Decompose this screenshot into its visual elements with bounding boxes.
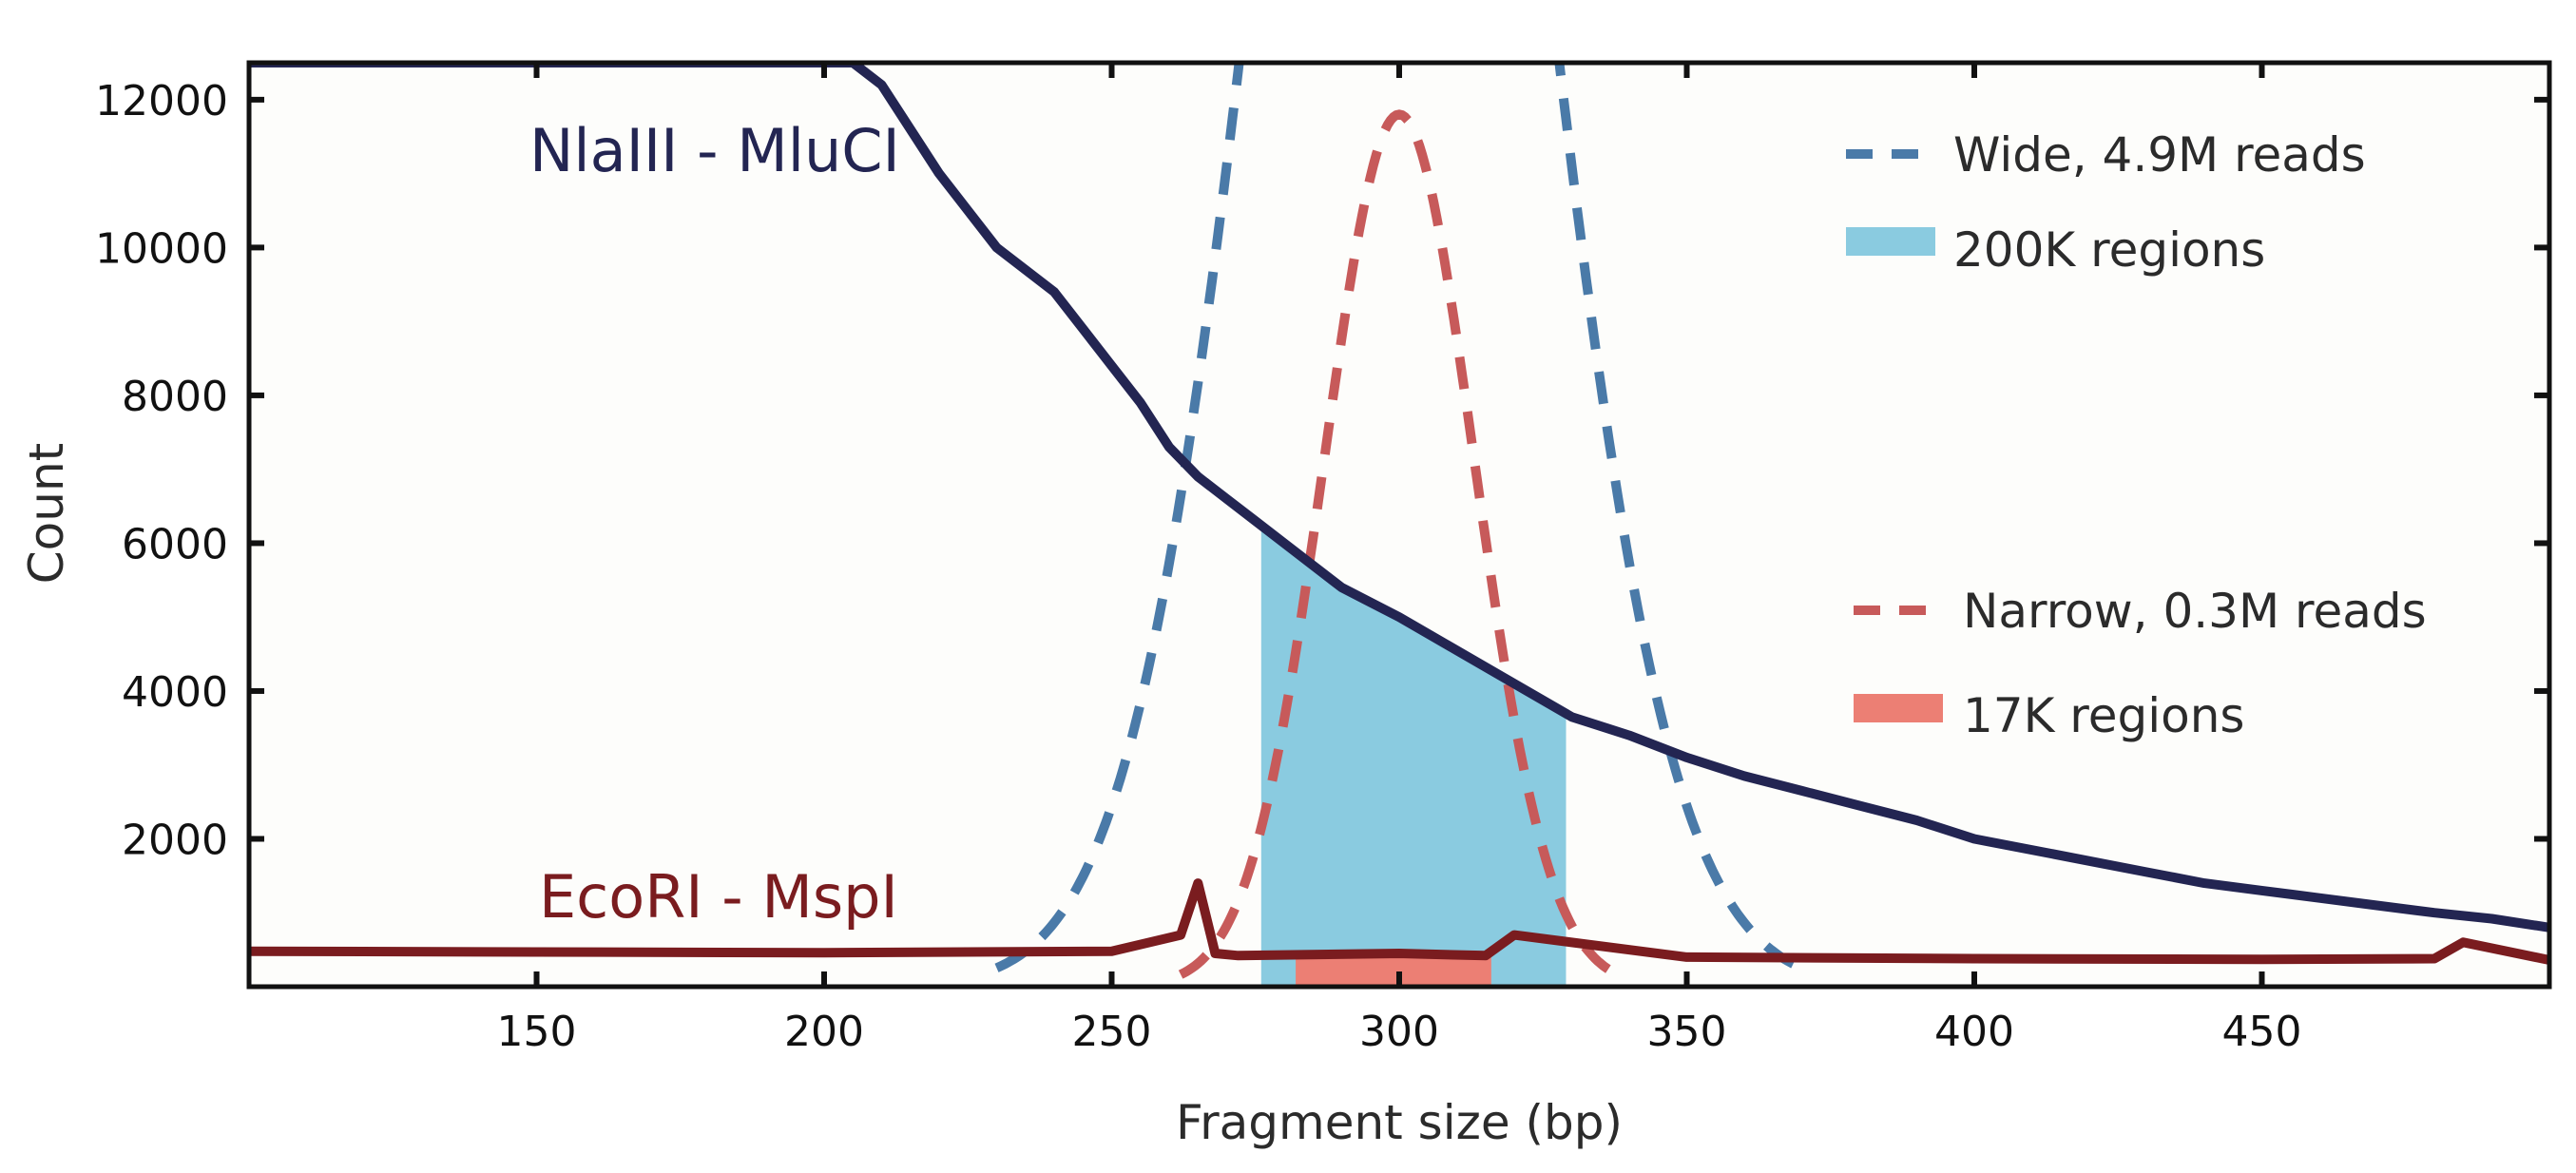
y-tick-label: 8000: [122, 373, 228, 421]
legend-label-17k-regions: 17K regions: [1963, 688, 2244, 743]
x-tick-label: 300: [1359, 1008, 1439, 1056]
legend-label-200k-regions: 200K regions: [1953, 222, 2265, 278]
x-tick-label: 150: [497, 1008, 577, 1056]
x-tick-label: 350: [1647, 1008, 1727, 1056]
distribution-curve-narrow: [1178, 109, 1621, 979]
x-tick-label: 250: [1072, 1008, 1152, 1056]
x-axis-title: Fragment size (bp): [1176, 1095, 1623, 1150]
ticks-layer: 150 200 250 300 350 400 450 2000 4000 6000 8000 100…: [95, 63, 2549, 1056]
y-tick-label: 12000: [95, 77, 228, 125]
regions-layer: [1260, 525, 1567, 987]
x-tick-label: 400: [1934, 1008, 2014, 1056]
y-tick-label: 6000: [122, 520, 228, 568]
y-tick-label: 10000: [95, 224, 228, 273]
x-tick-label: 450: [2222, 1008, 2302, 1056]
y-tick-label: 2000: [122, 816, 228, 864]
legend-swatch-17k-regions: [1854, 694, 1943, 722]
series-label-ecori-mspi: EcoRI - MspI: [539, 862, 898, 932]
region-200k-regions: [1260, 525, 1567, 987]
y-tick-label: 4000: [122, 668, 228, 717]
x-tick-label: 200: [784, 1008, 864, 1056]
series-line-nlaiii-mluci: [249, 63, 2549, 933]
series-label-nlaiii-mluci: NlaIII - MluCI: [529, 116, 900, 185]
region-17k-regions: [1296, 956, 1491, 987]
y-axis-title: Count: [19, 443, 74, 585]
series-layer: [249, 63, 2549, 965]
legend-label-narrow: Narrow, 0.3M reads: [1963, 584, 2427, 639]
curves-layer: [994, 63, 1804, 979]
legend-label-wide: Wide, 4.9M reads: [1953, 127, 2366, 183]
legend: Wide, 4.9M reads 200K regions Narrow, 0.…: [1846, 127, 2427, 743]
legend-swatch-200k-regions: [1846, 227, 1935, 256]
series-line-ecori-mspi: [249, 878, 2549, 965]
